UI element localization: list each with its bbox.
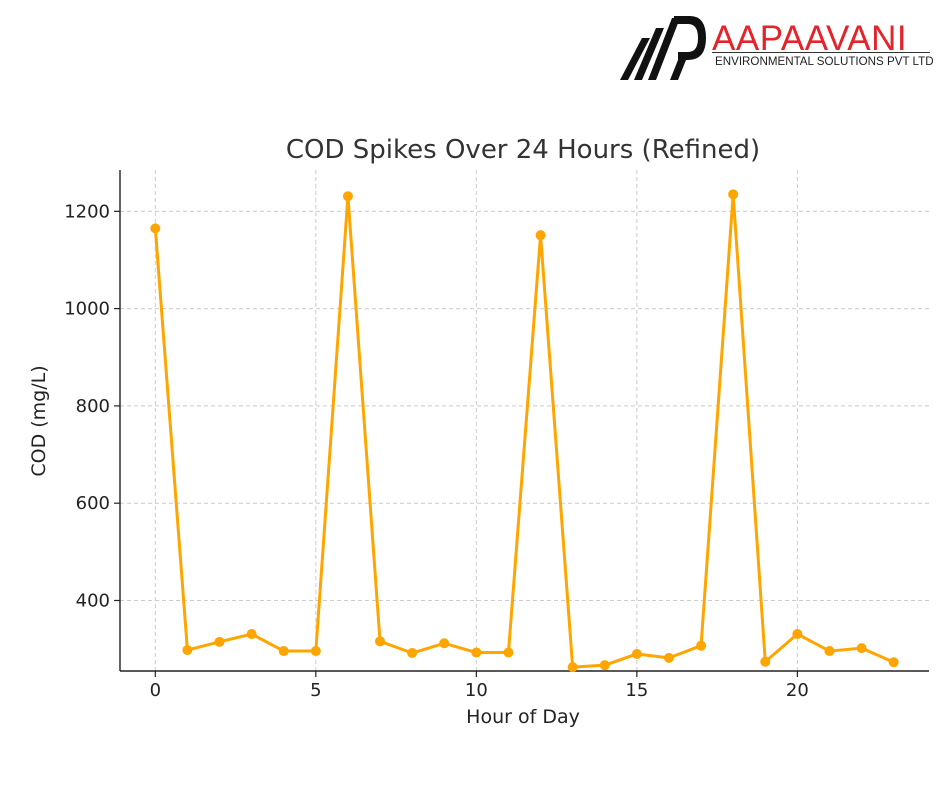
company-logo	[616, 8, 934, 84]
y-tick-label: 1200	[64, 201, 110, 222]
data-point	[599, 660, 610, 671]
data-point	[856, 643, 867, 654]
data-point	[567, 662, 578, 673]
x-tick-label: 5	[310, 680, 321, 701]
data-point	[150, 223, 161, 234]
axes	[114, 170, 929, 677]
grid-lines	[120, 170, 929, 671]
brand-divider	[712, 52, 930, 53]
chart-title: COD Spikes Over 24 Hours (Refined)	[286, 135, 760, 165]
data-point	[631, 648, 642, 659]
series-layer	[150, 189, 899, 673]
data-point	[728, 189, 739, 200]
y-tick-label: 1000	[64, 299, 110, 320]
y-tick-label: 800	[76, 396, 110, 417]
data-point	[342, 191, 353, 202]
y-tick-label: 600	[76, 493, 110, 514]
data-point	[278, 646, 289, 657]
x-tick-label: 15	[625, 680, 648, 701]
tick-labels: 0 5 10 15 20 400 600 800 1000 1200	[64, 201, 809, 701]
x-tick-label: 10	[465, 680, 488, 701]
data-point	[471, 647, 482, 658]
data-point	[407, 648, 418, 659]
data-point	[439, 638, 450, 649]
data-point	[888, 657, 899, 668]
data-point	[310, 646, 321, 657]
data-point	[663, 652, 674, 663]
data-point	[182, 645, 193, 656]
brand-name: AAPAAVANI	[712, 19, 908, 58]
y-tick-label: 400	[76, 590, 110, 611]
data-point	[696, 640, 707, 651]
data-point	[214, 636, 225, 647]
data-point	[824, 646, 835, 657]
brand-tagline: ENVIRONMENTAL SOLUTIONS PVT LTD	[715, 55, 934, 68]
data-point	[760, 656, 771, 667]
data-point	[792, 629, 803, 640]
x-tick-label: 0	[150, 680, 161, 701]
x-tick-label: 20	[786, 680, 809, 701]
data-point	[535, 230, 546, 241]
data-point	[375, 636, 386, 647]
series-line	[153, 192, 895, 669]
ap-monogram-icon	[620, 16, 706, 80]
x-axis-label: Hour of Day	[466, 706, 580, 728]
data-point	[246, 629, 257, 640]
data-point	[503, 647, 514, 658]
y-axis-label: COD (mg/L)	[28, 365, 50, 476]
